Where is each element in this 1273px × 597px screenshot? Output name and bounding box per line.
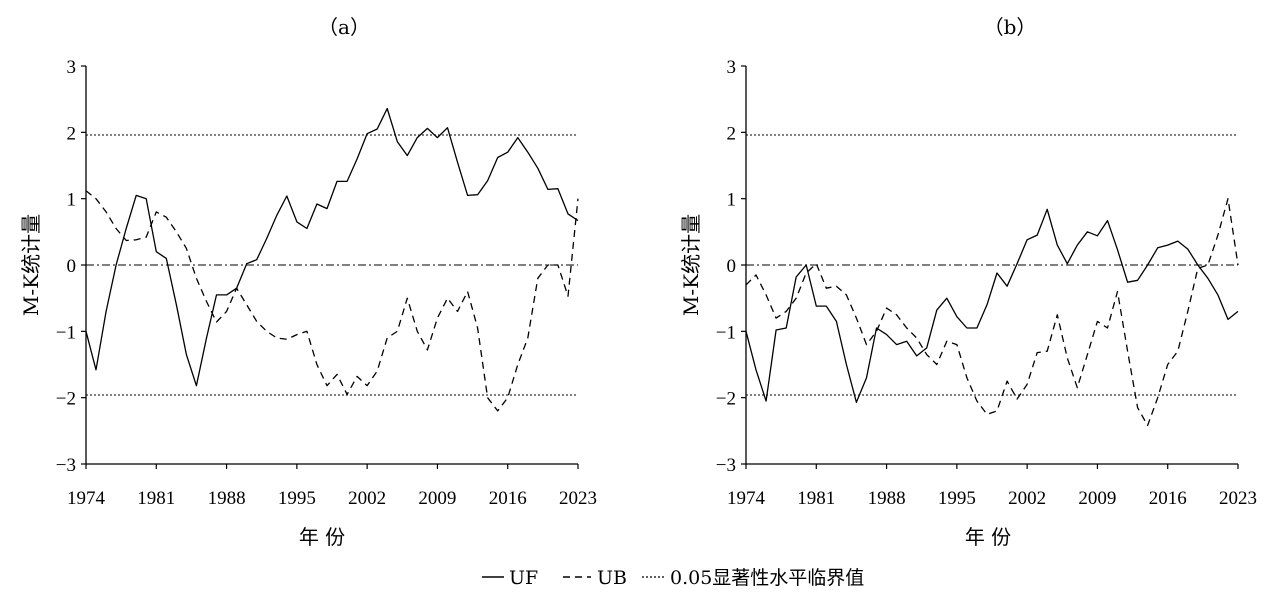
x-tick-label: 1988 [868,488,906,509]
series-line-ub [745,198,1239,427]
x-tick-label: 2002 [348,488,386,509]
chart-title: （a） [318,15,370,39]
x-tick-label: 2016 [489,488,527,509]
series-line-ub [85,190,579,412]
x-tick-label: 2002 [1008,488,1046,509]
y-tick-label: 2 [67,123,77,144]
y-tick-label: 0 [727,256,737,277]
x-axis-label: 年 份 [299,525,345,549]
x-tick-label: 1995 [938,488,976,509]
y-tick-label: 3 [727,57,737,78]
x-tick-label: 1981 [137,488,175,509]
chart-title: （b） [984,15,1037,39]
series-line-uf [745,208,1239,403]
legend-crit-label: 0.05显著性水平临界值 [670,567,864,589]
legend: UF UB 0.05显著性水平临界值 [482,567,864,589]
y-tick-label: −3 [716,455,736,476]
x-tick-label: 2023 [559,488,597,509]
y-axis-label: M-K统计量 [19,214,43,316]
x-tick-label: 2016 [1149,488,1187,509]
y-tick-label: −2 [56,389,76,410]
x-tick-label: 1974 [727,488,766,509]
y-tick-label: 1 [727,190,737,211]
x-tick-label: 1974 [67,488,106,509]
y-tick-label: −1 [56,322,76,343]
y-tick-label: 1 [67,190,77,211]
x-tick-label: 1981 [797,488,835,509]
legend-ub-label: UB [597,567,627,589]
series-line-uf [85,107,579,387]
panel-a: （a） 3 2 1 0 −1 −2 −3 1974 1981 1988 1995 2002 2009 201… [19,15,597,549]
x-tick-label: 1988 [208,488,246,509]
legend-uf-label: UF [509,567,538,589]
y-tick-label: −2 [716,389,736,410]
x-tick-label: 2009 [418,488,456,509]
panel-b: （b） 3 2 1 0 −1 −2 −3 1974 1981 1988 1995 2002 2009 201… [679,15,1257,549]
y-axis-label: M-K统计量 [679,214,703,316]
x-axis-label: 年 份 [965,525,1011,549]
y-tick-label: 2 [727,123,737,144]
x-tick-label: 2009 [1078,488,1116,509]
y-tick-label: 0 [67,256,77,277]
y-tick-label: 3 [67,57,77,78]
y-tick-label: −1 [716,322,736,343]
x-tick-label: 1995 [278,488,316,509]
y-tick-label: −3 [56,455,76,476]
x-tick-label: 2023 [1219,488,1257,509]
